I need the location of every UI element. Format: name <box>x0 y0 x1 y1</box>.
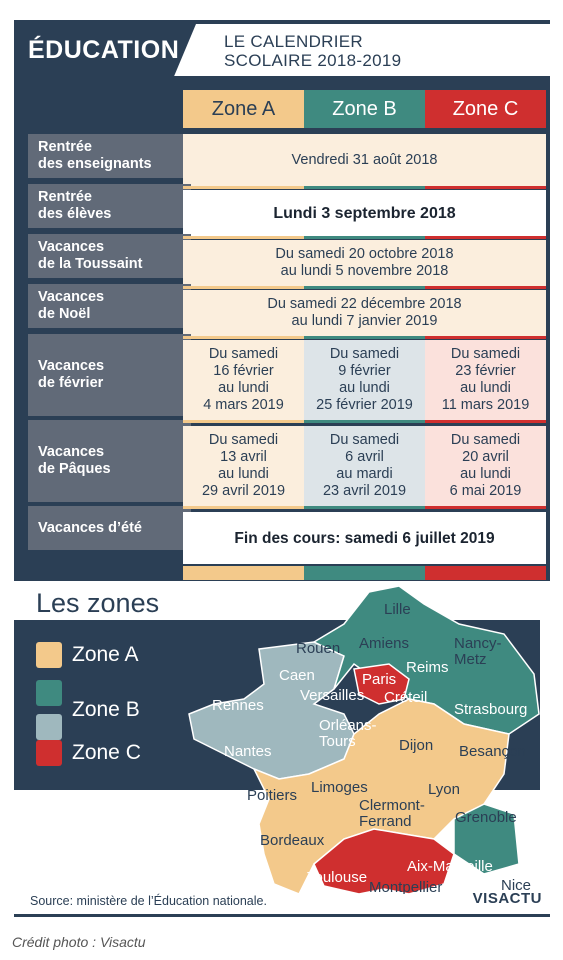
legend-label: Zone B <box>72 698 140 721</box>
zone-b-header: Zone B <box>304 90 425 128</box>
stripe <box>183 286 304 289</box>
stripe <box>425 506 546 509</box>
row-label-rentree-eleves: Rentrée des élèves <box>28 184 191 228</box>
cell-toussaint: Du samedi 20 octobre 2018 au lundi 5 nov… <box>183 240 546 286</box>
zone-a-header: Zone A <box>183 90 304 128</box>
stripe <box>425 186 546 189</box>
row-label-ete: Vacances d’été <box>28 506 191 550</box>
city-label: Créteil <box>384 689 427 706</box>
region-zone-c-paris <box>353 663 410 705</box>
row-label-fevrier: Vacances de février <box>28 334 191 416</box>
stripe <box>304 506 425 509</box>
cell-rentree-enseignants: Vendredi 31 août 2018 <box>183 134 546 186</box>
city-label: Poitiers <box>247 787 297 804</box>
city-label: Versailles <box>300 687 364 704</box>
cell-paques-zone-b: Du samedi 6 avril au mardi 23 avril 2019 <box>304 426 425 506</box>
row-label-paques: Vacances de Pâques <box>28 420 191 502</box>
city-label: Montpellier <box>369 879 442 894</box>
photo-credit: Crédit photo : Visactu <box>12 934 146 950</box>
cell-rentree-eleves: Lundi 3 septembre 2018 <box>183 190 546 236</box>
legend-label: Zone C <box>72 741 141 764</box>
cell-paques-zone-c: Du samedi 20 avril au lundi 6 mai 2019 <box>425 426 546 506</box>
city-label: Amiens <box>359 635 409 652</box>
city-label: Paris <box>362 671 396 688</box>
city-label: Nice <box>501 877 531 894</box>
calendar-title: LE CALENDRIER SCOLAIRE 2018-2019 <box>224 32 401 70</box>
city-label: Grenoble <box>455 809 517 826</box>
section-title: ÉDUCATION <box>28 36 180 64</box>
stripe <box>183 336 304 339</box>
legend-swatch-light <box>36 714 62 740</box>
infographic: ÉDUCATION LE CALENDRIER SCOLAIRE 2018-20… <box>14 20 550 918</box>
city-label: Caen <box>279 667 315 684</box>
city-label: Limoges <box>311 779 368 796</box>
stripe <box>304 420 425 423</box>
legend-label: Zone A <box>72 643 139 666</box>
city-label: Strasbourg <box>454 701 527 718</box>
city-label: Aix-Marseille <box>407 858 493 875</box>
legend-swatch <box>36 642 62 668</box>
legend-swatch-dark <box>36 680 62 706</box>
stripe <box>183 420 304 423</box>
city-label: Bordeaux <box>260 832 325 849</box>
title-line-2: SCOLAIRE 2018-2019 <box>224 51 402 70</box>
france-zones-map: Lille Rouen Amiens Nancy-Metz Caen Paris… <box>188 585 540 894</box>
cell-fevrier-zone-a: Du samedi 16 février au lundi 4 mars 201… <box>183 340 304 420</box>
title-line-1: LE CALENDRIER <box>224 32 363 51</box>
city-label: Toulouse <box>307 869 367 886</box>
stripe <box>304 236 425 239</box>
city-label: Orléans-Tours <box>319 717 377 750</box>
row-label-noel: Vacances de Noël <box>28 284 191 328</box>
city-label: Besançon <box>459 743 526 760</box>
city-label: Reims <box>406 659 449 676</box>
zone-a-bottom-bar <box>183 566 304 580</box>
city-label: Nantes <box>224 743 272 760</box>
row-label-toussaint: Vacances de la Toussaint <box>28 234 191 278</box>
calendar-table: Zone A Zone B Zone C Rentrée des enseign… <box>14 76 550 581</box>
row-label-rentree-enseignants: Rentrée des enseignants <box>28 134 191 178</box>
cell-noel: Du samedi 22 décembre 2018 au lundi 7 ja… <box>183 290 546 336</box>
stripe <box>183 186 304 189</box>
zone-b-bottom-bar <box>304 566 425 580</box>
section-tag: ÉDUCATION <box>14 24 196 76</box>
city-label: Clermont-Ferrand <box>359 797 425 830</box>
cell-paques-zone-a: Du samedi 13 avril au lundi 29 avril 201… <box>183 426 304 506</box>
region-zone-c-south <box>313 828 455 894</box>
city-label: Lille <box>384 601 411 618</box>
legend-swatch <box>36 740 62 766</box>
city-label: Rennes <box>212 697 264 714</box>
divider <box>14 914 550 917</box>
cell-fevrier-zone-b: Du samedi 9 février au lundi 25 février … <box>304 340 425 420</box>
stripe <box>304 186 425 189</box>
stripe <box>304 286 425 289</box>
source-note: Source: ministère de l’Éducation nationa… <box>30 894 267 908</box>
cell-fevrier-zone-c: Du samedi 23 février au lundi 11 mars 20… <box>425 340 546 420</box>
region-zone-a <box>252 698 510 894</box>
city-label: Rouen <box>296 640 340 657</box>
city-label: Lyon <box>428 781 460 798</box>
header: ÉDUCATION LE CALENDRIER SCOLAIRE 2018-20… <box>14 20 550 76</box>
zones-title: Les zones <box>36 588 160 618</box>
brand-logo: VISACTU <box>472 890 542 907</box>
cell-ete: Fin des cours: samedi 6 juillet 2019 <box>183 512 546 564</box>
stripe <box>425 420 546 423</box>
stripe <box>425 236 546 239</box>
city-label: Nancy-Metz <box>454 635 502 668</box>
zone-c-bottom-bar <box>425 566 546 580</box>
stripe <box>304 336 425 339</box>
stripe <box>183 236 304 239</box>
stripe <box>425 336 546 339</box>
stripe <box>183 506 304 509</box>
zone-c-header: Zone C <box>425 90 546 128</box>
city-label: Dijon <box>399 737 433 754</box>
stripe <box>425 286 546 289</box>
